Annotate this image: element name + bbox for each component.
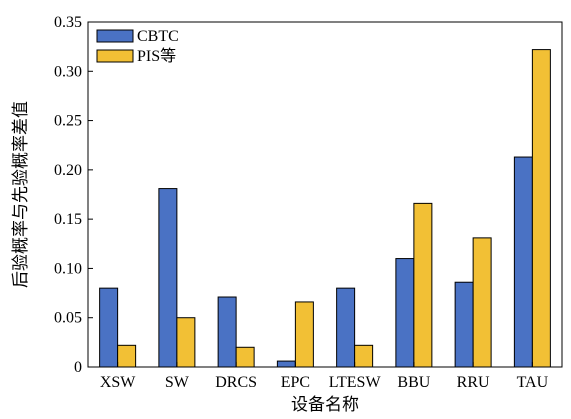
x-tick-label: XSW xyxy=(100,374,136,391)
y-tick-label: 0.15 xyxy=(54,211,82,228)
bar-cbtc-epc xyxy=(276,360,296,368)
x-tick-label: RRU xyxy=(457,374,490,391)
x-axis-title: 设备名称 xyxy=(291,395,359,414)
y-tick-label: 0.05 xyxy=(54,310,82,327)
bar-cbtc-ltesw xyxy=(336,287,356,368)
bar-pis-xsw xyxy=(117,344,137,368)
bar-pis-epc xyxy=(294,301,314,368)
bar-cbtc-rru xyxy=(454,281,474,368)
bar-cbtc-xsw xyxy=(99,287,119,368)
y-tick-label: 0.35 xyxy=(54,14,82,31)
bar-pis-ltesw xyxy=(354,344,374,368)
legend-label-cbtc: CBTC xyxy=(137,28,179,45)
bar-pis-tau xyxy=(531,49,551,368)
legend-label-pis: PIS等 xyxy=(137,47,176,65)
bar-pis-rru xyxy=(472,237,492,368)
bar-pis-bbu xyxy=(413,202,433,368)
x-tick-label: BBU xyxy=(397,374,430,391)
x-tick-label: LTESW xyxy=(329,374,382,391)
bar-cbtc-sw xyxy=(158,188,178,368)
x-axis-ticks: XSW SW DRCS EPC LTESW BBU RRU TAU xyxy=(100,362,549,391)
y-tick-label: 0.30 xyxy=(54,63,82,80)
bars-layer xyxy=(99,49,551,368)
y-axis-ticks: 0 0.05 0.10 0.15 0.20 0.25 0.30 0.35 xyxy=(54,14,93,376)
bar-cbtc-drcs xyxy=(217,296,237,368)
x-tick-label: TAU xyxy=(517,374,549,391)
x-tick-label: DRCS xyxy=(215,374,257,391)
legend-swatch-cbtc xyxy=(96,29,134,43)
y-tick-label: 0.20 xyxy=(54,162,82,179)
y-tick-label: 0.10 xyxy=(54,260,82,277)
bar-cbtc-bbu xyxy=(395,258,415,368)
bar-cbtc-tau xyxy=(513,156,533,368)
x-tick-label: EPC xyxy=(281,374,310,391)
bar-pis-drcs xyxy=(235,346,255,368)
axes-layer xyxy=(87,21,563,368)
y-axis-title: 后验概率与先验概率差值 xyxy=(11,101,30,288)
legend-swatch-pis xyxy=(96,49,134,63)
legend: CBTC PIS等 xyxy=(96,28,179,65)
bar-pis-sw xyxy=(176,317,196,368)
y-tick-label: 0.25 xyxy=(54,113,82,130)
plot-frame xyxy=(87,21,563,368)
y-tick-label: 0 xyxy=(74,359,82,376)
x-tick-label: SW xyxy=(165,374,190,391)
